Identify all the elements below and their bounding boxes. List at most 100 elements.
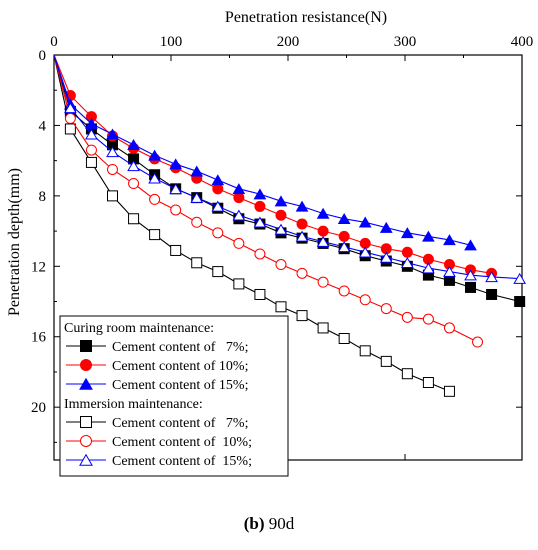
legend-label-2: Cement content of 15%;: [112, 378, 248, 393]
legend-marker-2: [79, 377, 93, 390]
series-2-point-2: [85, 117, 98, 129]
series-2-point-18: [422, 230, 435, 242]
series-1-point-12: [296, 218, 308, 230]
x-tick-label-3: 300: [394, 34, 417, 50]
series-3-point-15: [359, 345, 371, 357]
series-2-point-5: [148, 149, 161, 161]
series-1-point-17: [401, 246, 413, 258]
series-5-point-7: [190, 191, 204, 203]
series-5-point-9: [232, 209, 246, 221]
series-4-point-8: [212, 227, 224, 239]
legend-marker-3: [80, 416, 92, 428]
series-5-point-6: [169, 183, 183, 195]
series-5: [53, 54, 527, 284]
series-4-point-6: [170, 204, 182, 216]
series-4-point-1: [64, 112, 76, 124]
series-5-point-8: [211, 200, 225, 212]
series-0: [53, 54, 526, 308]
series-4-point-13: [317, 276, 329, 288]
legend: Curing room maintenance: Cement content o…: [59, 315, 289, 477]
series-5-point-19: [443, 265, 456, 277]
series-2-point-14: [337, 213, 351, 225]
series-2-point-17: [400, 227, 414, 239]
legend-label-5: Cement content of 15%;: [112, 454, 252, 469]
series-4-point-10: [254, 248, 266, 260]
legend-label-3: Cement content of 7%;: [112, 416, 248, 431]
series-4-point-18: [422, 313, 434, 325]
series-5-point-5: [148, 172, 161, 184]
series-2-point-6: [169, 158, 183, 170]
legend-label-1: Cement content of 10%;: [112, 359, 248, 374]
series-3-point-3: [107, 190, 118, 202]
series-2-point-9: [232, 183, 246, 195]
series-5-point-4: [127, 160, 140, 172]
series-3-point-19: [443, 385, 455, 397]
y-tick-label-4: 16: [31, 330, 47, 346]
series-5-point-10: [253, 216, 267, 228]
series-4-point-11: [275, 259, 287, 271]
series-5-point-21: [485, 271, 498, 283]
series-2: [53, 54, 477, 251]
series-1: [53, 54, 498, 279]
series-3-point-17: [401, 368, 413, 380]
series-2-point-16: [379, 221, 393, 233]
series-2-point-8: [211, 174, 225, 186]
series-3-point-6: [170, 244, 182, 256]
series-4: [53, 54, 484, 348]
series-4-point-16: [380, 303, 392, 315]
series-0-point-20: [465, 281, 477, 293]
series-4-point-19: [443, 322, 455, 334]
series-1-point-11: [275, 209, 287, 221]
series-3-point-7: [191, 257, 203, 269]
series-3-point-10: [254, 288, 266, 300]
legend-label-4: Cement content of 10%;: [112, 435, 252, 450]
series-2-point-3: [106, 128, 119, 140]
series-5-point-3: [106, 146, 119, 158]
series-4-point-20: [472, 336, 484, 348]
legend-marker-5: [79, 453, 93, 466]
series-2-point-20: [464, 239, 477, 251]
series-0-point-19: [443, 274, 455, 286]
series-5-point-2: [85, 128, 98, 140]
caption-text: 90d: [268, 514, 295, 533]
series-3-point-1: [64, 123, 76, 135]
series-4-point-7: [191, 216, 203, 228]
chart: Penetration resistance(N) Penetration de…: [6, 9, 533, 477]
x-axis-label: Penetration resistance(N): [225, 9, 387, 26]
series-2-point-12: [295, 200, 309, 212]
legend-group-title-0: Curing room maintenance:: [64, 321, 214, 336]
series-1-point-9: [233, 192, 245, 204]
x-tick-label-2: 200: [277, 34, 300, 50]
series-5-point-13: [316, 235, 330, 247]
series-4-point-4: [128, 178, 140, 190]
series-4-point-17: [401, 311, 413, 323]
series-5-point-1: [64, 102, 77, 114]
series-1-point-13: [317, 225, 329, 237]
caption-label: (b): [243, 514, 265, 533]
series-0-point-21: [486, 288, 498, 300]
series-5-point-18: [422, 262, 435, 274]
series-3-point-5: [149, 229, 161, 241]
series-1-point-8: [212, 183, 224, 195]
series-4-point-5: [149, 193, 161, 205]
series-2-point-19: [443, 234, 456, 246]
series-4-point-3: [107, 163, 118, 175]
series-5-point-11: [274, 223, 288, 235]
series-5-point-14: [337, 241, 351, 253]
series-4-point-2: [85, 144, 97, 156]
series-5-point-16: [379, 251, 393, 263]
figure-caption: (b) 90d: [0, 514, 538, 534]
series-2-point-10: [253, 188, 267, 200]
series-3-point-11: [275, 301, 287, 313]
series-3-point-4: [128, 213, 140, 225]
legend-marker-0: [80, 340, 92, 352]
legend-marker-1: [80, 359, 92, 371]
series-3-point-2: [85, 156, 97, 168]
series-5-point-15: [358, 246, 372, 258]
series-2-point-15: [358, 216, 372, 228]
series-2-point-4: [127, 139, 140, 151]
y-tick-label-0: 0: [39, 48, 47, 64]
series-5-point-17: [400, 257, 414, 269]
series-3: [53, 54, 455, 397]
series-1-line: [53, 54, 492, 274]
